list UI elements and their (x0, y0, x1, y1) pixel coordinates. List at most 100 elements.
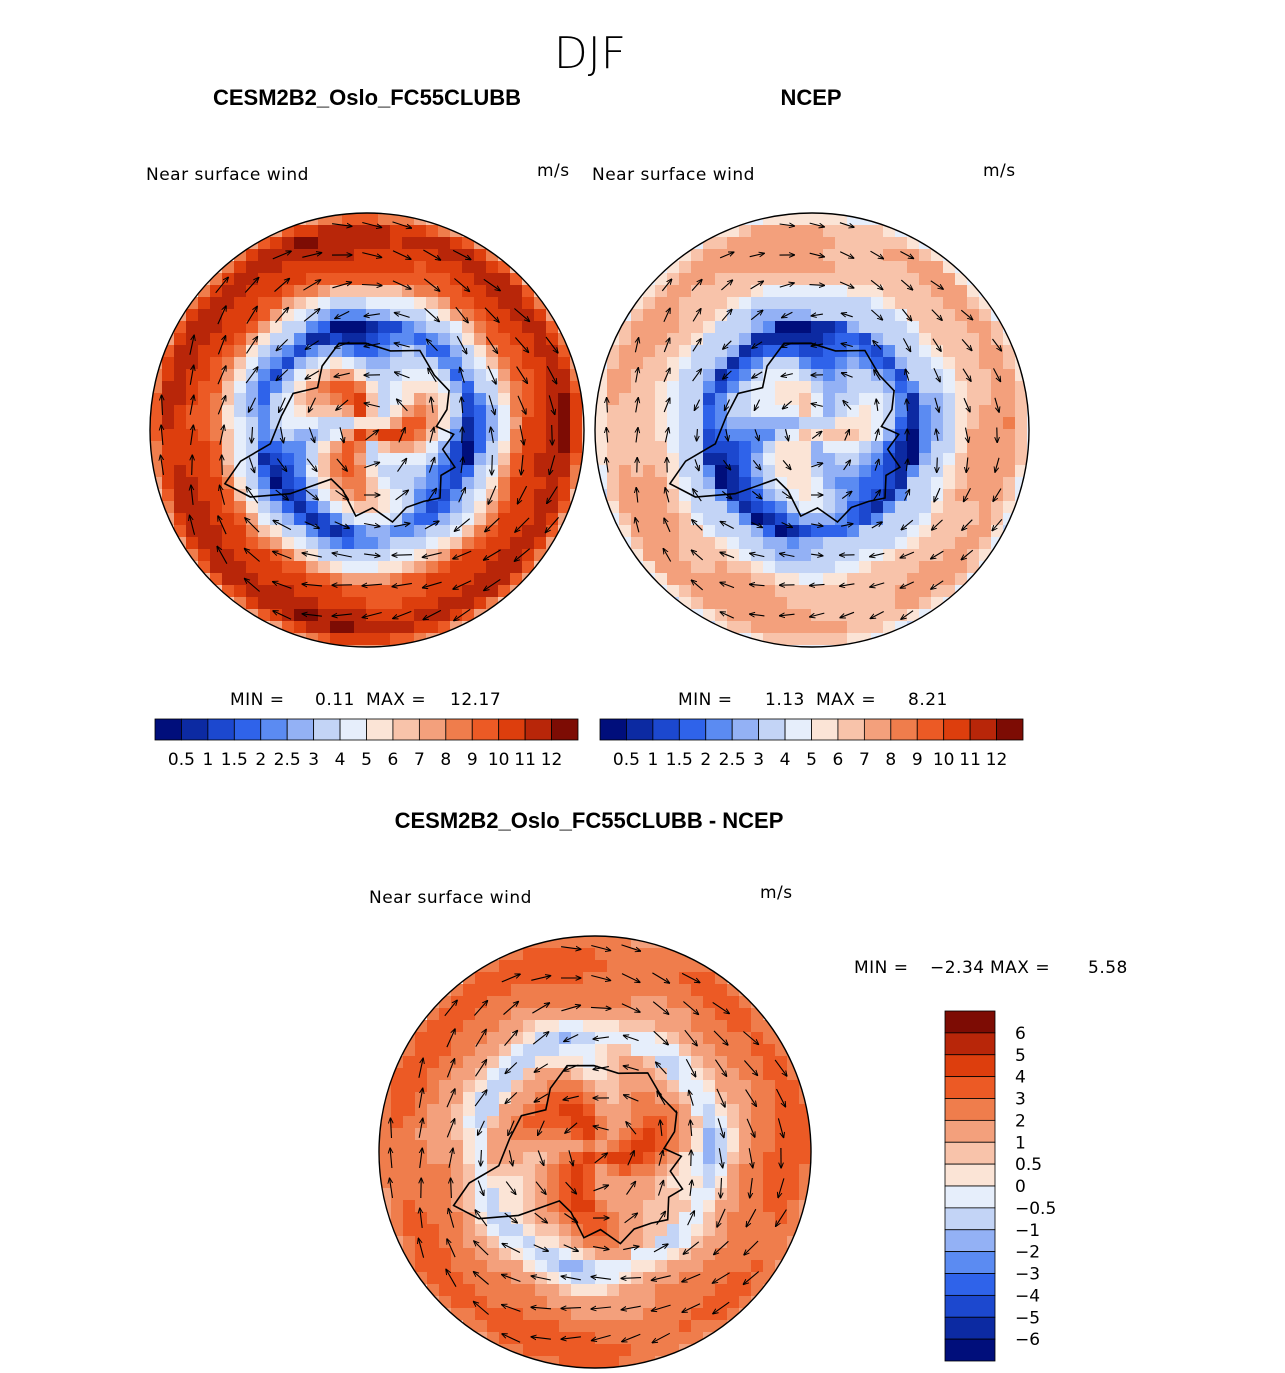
colorbar-tick-label: 1 (202, 750, 213, 770)
colorbar-tick-label: 3 (308, 750, 319, 770)
map-border (149, 212, 585, 648)
wind-vector (424, 307, 440, 321)
wind-vector (744, 1240, 759, 1255)
wind-vector (514, 337, 528, 353)
wind-vector (900, 251, 913, 259)
wind-vector (364, 344, 381, 347)
wind-vector (564, 1034, 579, 1042)
wind-vector (635, 338, 638, 353)
wind-vector (475, 1060, 487, 1077)
wind-vector (161, 455, 164, 475)
wind-vector (458, 488, 466, 503)
wind-vector (774, 1059, 787, 1076)
colorbar-swatch (313, 718, 341, 741)
colorbar-swatch (944, 1119, 996, 1143)
wind-vector (777, 1118, 783, 1137)
wind-vector (447, 1239, 456, 1258)
wind-vector (810, 524, 823, 526)
colorbar-swatch (969, 718, 997, 741)
wind-vector (273, 582, 292, 589)
wind-vector (545, 336, 558, 353)
panel-obs-max-value: 8.21 (908, 690, 948, 710)
wind-vector (590, 1007, 611, 1008)
panel-model-title: CESM2B2_Oslo_FC55CLUBB (213, 85, 521, 110)
wind-vector (418, 1118, 423, 1138)
colorbar-swatch (731, 718, 760, 741)
wind-vector (533, 1244, 549, 1251)
colorbar-swatch (286, 718, 315, 741)
colorbar-swatch (181, 718, 209, 741)
wind-vector (505, 1092, 518, 1104)
wind-vector (751, 521, 763, 528)
wind-vector (219, 425, 224, 445)
wind-vector (720, 582, 735, 589)
wind-vector (716, 1088, 725, 1107)
wind-vector (420, 1148, 423, 1168)
wind-vector (248, 457, 254, 472)
wind-vector (475, 1029, 486, 1047)
wind-vector (335, 489, 349, 499)
wind-vector (717, 1208, 726, 1227)
wind-vector (162, 395, 163, 416)
wind-vector (561, 947, 581, 950)
panel-model: CESM2B2_Oslo_FC55CLUBB Near surface wind… (146, 85, 585, 770)
wind-vector (993, 368, 1001, 381)
wind-vector (245, 518, 260, 533)
wind-vector (273, 611, 292, 620)
wind-vector (661, 279, 671, 292)
wind-vector (475, 1210, 488, 1227)
colorbar-tick-label: 2 (1015, 1111, 1026, 1131)
map-border (594, 212, 1030, 648)
wind-vector (931, 309, 942, 321)
figure-title: DJF (554, 28, 626, 79)
colorbar-swatch (996, 718, 1024, 741)
wind-vector (743, 1031, 758, 1045)
wind-vector (623, 1246, 639, 1249)
wind-vector (657, 1180, 664, 1196)
colorbar-swatch (392, 718, 420, 741)
wind-vector (636, 398, 639, 413)
wind-vector (713, 1301, 730, 1314)
wind-vector (746, 1208, 757, 1227)
wind-vector (809, 252, 825, 257)
wind-vector (306, 458, 317, 472)
wind-vector (392, 250, 411, 260)
wind-vector (840, 611, 855, 617)
wind-vector (564, 1213, 577, 1223)
colorbar-swatch (811, 718, 839, 741)
panel-diff-min-label: MIN = (854, 958, 909, 978)
wind-vector (481, 1149, 482, 1166)
panel-diff-units: m/s (760, 883, 793, 903)
wind-vector (395, 490, 409, 501)
wind-vector (714, 1059, 726, 1077)
wind-vector (429, 427, 434, 443)
wind-vector (545, 517, 560, 532)
wind-vector (305, 370, 320, 379)
wind-vector (693, 489, 702, 502)
wind-vector (217, 366, 226, 385)
wind-vector (843, 460, 851, 471)
wind-vector (752, 459, 760, 469)
wind-vector (811, 404, 823, 407)
wind-vector (651, 1304, 671, 1311)
wind-vector (514, 548, 531, 562)
wind-vector (689, 1090, 694, 1106)
wind-vector (535, 1181, 546, 1195)
wind-vector (593, 1185, 609, 1192)
wind-vector (474, 1090, 487, 1107)
wind-vector (684, 1029, 697, 1046)
wind-vector (427, 488, 437, 503)
wind-vector (189, 335, 194, 355)
colorbar-swatch (944, 1229, 996, 1253)
wind-vector (714, 1240, 729, 1254)
colorbar-swatch (418, 718, 447, 741)
colorbar-swatch (944, 1163, 996, 1187)
wind-vector (995, 457, 1000, 472)
wind-vector (810, 612, 825, 617)
wind-vector (992, 338, 1002, 351)
wind-vector (190, 515, 196, 535)
wind-vector (961, 549, 974, 560)
wind-vector (664, 518, 671, 533)
wind-vector (723, 370, 732, 379)
